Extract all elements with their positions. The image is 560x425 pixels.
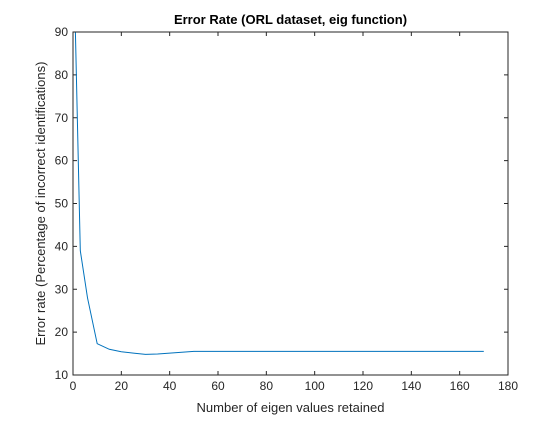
y-tick-label: 20 xyxy=(55,325,69,339)
y-axis-label: Error rate (Percentage of incorrect iden… xyxy=(33,62,48,346)
y-tick-label: 30 xyxy=(55,282,69,296)
x-tick-label: 100 xyxy=(305,379,325,393)
x-tick-label: 120 xyxy=(353,379,373,393)
x-tick-label: 80 xyxy=(260,379,274,393)
y-tick-label: 70 xyxy=(55,111,69,125)
y-tick-label: 40 xyxy=(55,239,69,253)
x-tick-label: 0 xyxy=(70,379,77,393)
y-tick-label: 50 xyxy=(55,197,69,211)
x-tick-label: 180 xyxy=(498,379,518,393)
y-tick-label: 60 xyxy=(55,154,69,168)
chart-title: Error Rate (ORL dataset, eig function) xyxy=(174,12,407,27)
x-tick-label: 20 xyxy=(115,379,129,393)
x-tick-label: 140 xyxy=(401,379,421,393)
error-rate-line xyxy=(74,31,484,355)
y-tick-label: 90 xyxy=(55,25,69,39)
y-tick-label: 10 xyxy=(55,368,69,382)
plot-frame xyxy=(72,31,509,376)
x-tick-label: 160 xyxy=(450,379,470,393)
tick-labels: 0 20 40 60 80 100 120 140 160 180 10 20 30 40 50 60 70 80… xyxy=(55,25,519,393)
plot-background xyxy=(73,32,508,375)
x-axis-label: Number of eigen values retained xyxy=(197,400,385,415)
y-tick-label: 80 xyxy=(55,68,69,82)
x-tick-label: 60 xyxy=(211,379,225,393)
x-tick-label: 40 xyxy=(163,379,177,393)
